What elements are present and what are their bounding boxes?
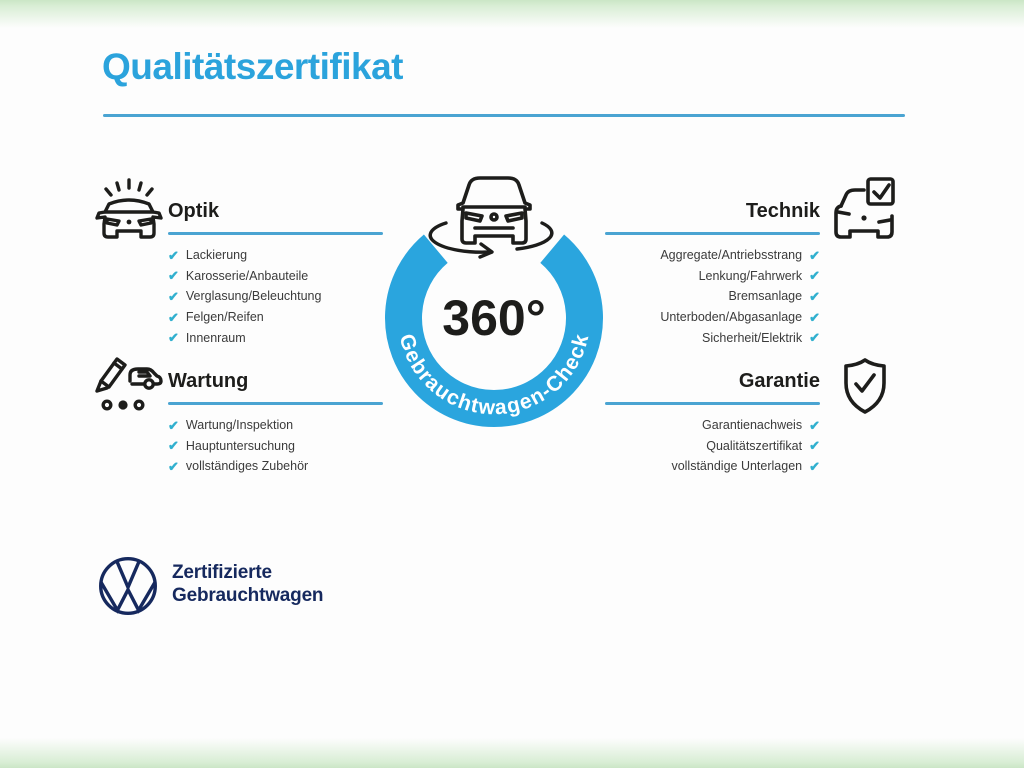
checklist-item: Qualitätszertifikat ✔	[564, 436, 820, 457]
checklist-technik: Aggregate/Antriebsstrang ✔ Lenkung/Fahrwer…	[564, 245, 820, 348]
check-icon: ✔	[809, 438, 820, 454]
checklist-item-label: Bremsanlage	[728, 289, 803, 304]
checklist-item: ✔ Hauptuntersuchung	[168, 436, 424, 457]
check-icon: ✔	[168, 309, 179, 325]
car-rotation-icon	[456, 176, 532, 245]
check-icon: ✔	[168, 330, 179, 346]
check-icon: ✔	[809, 330, 820, 346]
check-icon: ✔	[809, 268, 820, 284]
section-divider-optik	[168, 232, 383, 235]
checklist-item: Unterboden/Abgasanlage ✔	[564, 307, 820, 328]
check-icon: ✔	[168, 458, 179, 474]
brand-claim-line2: Gebrauchtwagen	[172, 585, 324, 606]
checklist-item-label: Unterboden/Abgasanlage	[660, 310, 803, 325]
section-title-garantie: Garantie	[738, 370, 820, 392]
bottom-edge-gradient	[0, 738, 1024, 768]
check-icon: ✔	[809, 309, 820, 325]
checklist-item-label: Aggregate/Antriebsstrang	[660, 248, 803, 263]
checklist-item: ✔ Karosserie/Anbauteile	[168, 266, 424, 287]
checklist-item: Aggregate/Antriebsstrang ✔	[564, 245, 820, 266]
car-shine-icon	[95, 178, 163, 239]
vw-logo	[99, 557, 157, 615]
checklist-item: ✔ Felgen/Reifen	[168, 307, 424, 328]
checklist-optik: ✔ Lackierung ✔ Karosserie/Anbauteile ✔ Vergla…	[168, 245, 424, 348]
checklist-item: ✔ Wartung/Inspektion	[168, 415, 424, 436]
section-title-optik: Optik	[168, 200, 220, 222]
checklist-item-label: vollständiges Zubehör	[185, 459, 309, 474]
title-divider	[103, 114, 905, 117]
top-edge-gradient	[0, 0, 1024, 28]
360-badge: Gebrauchtwagen-Check 360°	[385, 176, 603, 427]
checklist-item-label: Karosserie/Anbauteile	[185, 268, 309, 283]
rotation-arrow-icon	[428, 221, 554, 259]
checklist-garantie: Garantienachweis ✔ Qualitätszertifikat ✔ vol…	[564, 415, 820, 477]
checklist-item: ✔ vollständiges Zubehör	[168, 456, 424, 477]
check-icon: ✔	[809, 458, 820, 474]
checklist-item: Bremsanlage ✔	[564, 286, 820, 307]
badge-value: 360°	[442, 290, 545, 346]
section-divider-garantie	[605, 402, 820, 405]
checklist-item-label: Qualitätszertifikat	[706, 438, 803, 453]
check-icon: ✔	[809, 247, 820, 263]
check-icon: ✔	[809, 288, 820, 304]
checklist-item: Sicherheit/Elektrik ✔	[564, 327, 820, 348]
badge-ring	[385, 234, 603, 427]
check-icon: ✔	[168, 268, 179, 284]
check-icon: ✔	[168, 417, 179, 433]
checklist-item: vollständige Unterlagen ✔	[564, 456, 820, 477]
car-checkbox-icon	[834, 177, 895, 239]
checklist-item-label: vollständige Unterlagen	[671, 459, 803, 474]
checklist-item-label: Verglasung/Beleuchtung	[185, 289, 322, 304]
pencil-car-icon	[95, 357, 163, 411]
checklist-item: ✔ Innenraum	[168, 327, 424, 348]
check-icon: ✔	[168, 288, 179, 304]
checklist-item-label: Garantienachweis	[702, 418, 803, 433]
check-icon: ✔	[809, 417, 820, 433]
checklist-item: ✔ Verglasung/Beleuchtung	[168, 286, 424, 307]
section-divider-wartung	[168, 402, 383, 405]
brand-claim-line1: Zertifizierte	[172, 562, 272, 583]
checklist-item: Garantienachweis ✔	[564, 415, 820, 436]
check-icon: ✔	[168, 438, 179, 454]
brand-claim: Zertifizierte Gebrauchtwagen	[172, 561, 324, 607]
checklist-item-label: Felgen/Reifen	[185, 310, 264, 325]
checklist-item-label: Hauptuntersuchung	[185, 438, 296, 453]
checklist-item-label: Innenraum	[185, 330, 246, 345]
section-title-technik: Technik	[745, 200, 820, 222]
section-divider-technik	[605, 232, 820, 235]
checklist-item: ✔ Lackierung	[168, 245, 424, 266]
checklist-wartung: ✔ Wartung/Inspektion ✔ Hauptuntersuchung ✔ vo…	[168, 415, 424, 477]
shield-check-icon	[844, 358, 886, 414]
checklist-item-label: Sicherheit/Elektrik	[702, 330, 803, 345]
checklist-item: Lenkung/Fahrwerk ✔	[564, 266, 820, 287]
checklist-item-label: Lackierung	[185, 248, 248, 263]
page-title: Qualitätszertifikat	[102, 46, 403, 87]
check-icon: ✔	[168, 247, 179, 263]
checklist-item-label: Lenkung/Fahrwerk	[698, 268, 803, 283]
checklist-item-label: Wartung/Inspektion	[185, 418, 294, 433]
section-title-wartung: Wartung	[168, 370, 249, 392]
